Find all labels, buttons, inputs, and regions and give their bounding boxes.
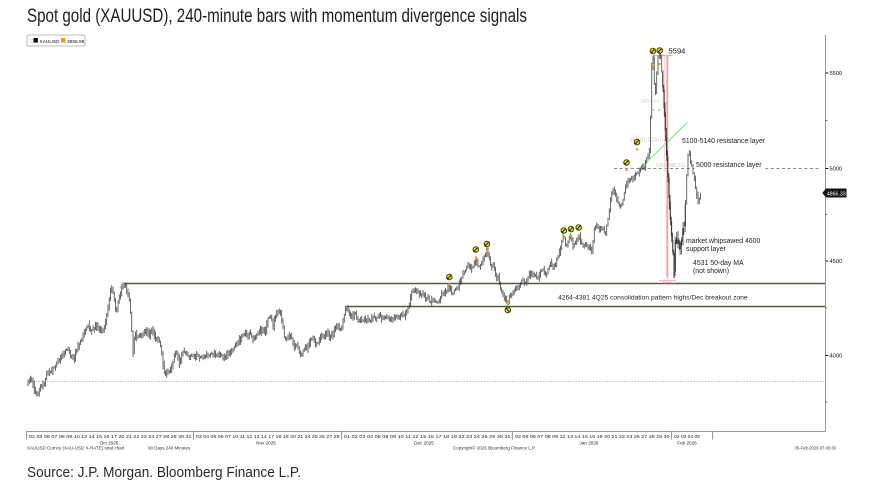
svg-text:4500: 4500 xyxy=(830,259,843,265)
svg-text:02 03 06 07 08 09 10 13 14 15: 02 03 06 07 08 09 10 13 14 15 16 17 20 2… xyxy=(29,434,192,439)
svg-text:2: 2 xyxy=(666,276,669,281)
svg-text:05-Feb-2026 07:45:30: 05-Feb-2026 07:45:30 xyxy=(795,445,837,450)
svg-text:4531 50-day MA: 4531 50-day MA xyxy=(693,260,744,267)
svg-text:Oct 2025: Oct 2025 xyxy=(100,441,119,446)
svg-text:4866.33: 4866.33 xyxy=(827,191,846,197)
svg-text:Dec 2025: Dec 2025 xyxy=(414,441,434,446)
svg-text:5000: 5000 xyxy=(830,167,843,173)
svg-text:Jan 2026: Jan 2026 xyxy=(580,441,599,446)
svg-text:Feb 2026: Feb 2026 xyxy=(677,441,697,446)
svg-text:(not shown): (not shown) xyxy=(693,268,729,275)
svg-text:5500: 5500 xyxy=(830,71,843,77)
svg-text:5100-5140 resistance layer: 5100-5140 resistance layer xyxy=(682,138,766,145)
svg-text:-38.1%: -38.1% xyxy=(661,280,675,285)
svg-text:Copyright© 2026 Bloomberg Fina: Copyright© 2026 Bloomberg Finance L.P. xyxy=(453,445,536,451)
svg-text:4264-4381 4Q25 consolidation p: 4264-4381 4Q25 consolidation pattern hig… xyxy=(558,294,748,301)
svg-text:market whipsawed 4600: market whipsawed 4600 xyxy=(686,238,760,245)
svg-text:#8/N31(5126.01): #8/N31(5126.01) xyxy=(630,138,668,144)
svg-text:XAUUSD: XAUUSD xyxy=(40,39,61,45)
svg-text:03 04 05 06 07 10 11 12 13 14: 03 04 05 06 07 10 11 12 13 14 17 18 19 2… xyxy=(196,434,340,439)
svg-text:5494.64: 5494.64 xyxy=(641,99,659,105)
svg-text:5000 resistance layer: 5000 resistance layer xyxy=(696,162,762,169)
svg-text:02 03 04 05: 02 03 04 05 xyxy=(674,434,701,439)
svg-text:GN(4990.21): GN(4990.21) xyxy=(656,163,685,169)
svg-text:5594: 5594 xyxy=(669,47,686,56)
svg-text:support layer: support layer xyxy=(686,246,727,253)
svg-text:4000: 4000 xyxy=(830,354,843,360)
svg-text:02 05 06 07 08 09 12 13 14 15: 02 05 06 07 08 09 12 13 14 15 16 19 20 2… xyxy=(515,434,670,439)
svg-text:90 Days 240 Minutes: 90 Days 240 Minutes xyxy=(148,446,191,451)
svg-text:3858.96: 3858.96 xyxy=(67,39,85,45)
svg-text:01 02 03 04 05 08 09 10 11 12: 01 02 03 04 05 08 09 10 11 12 15 16 17 1… xyxy=(344,434,511,439)
svg-text:XAUUSD Curncy (XAU-USD X-RATE): XAUUSD Curncy (XAU-USD X-RATE) strat cha… xyxy=(27,446,125,451)
svg-text:Nov 2025: Nov 2025 xyxy=(256,441,276,446)
svg-text:⎋: ⎋ xyxy=(30,39,34,45)
